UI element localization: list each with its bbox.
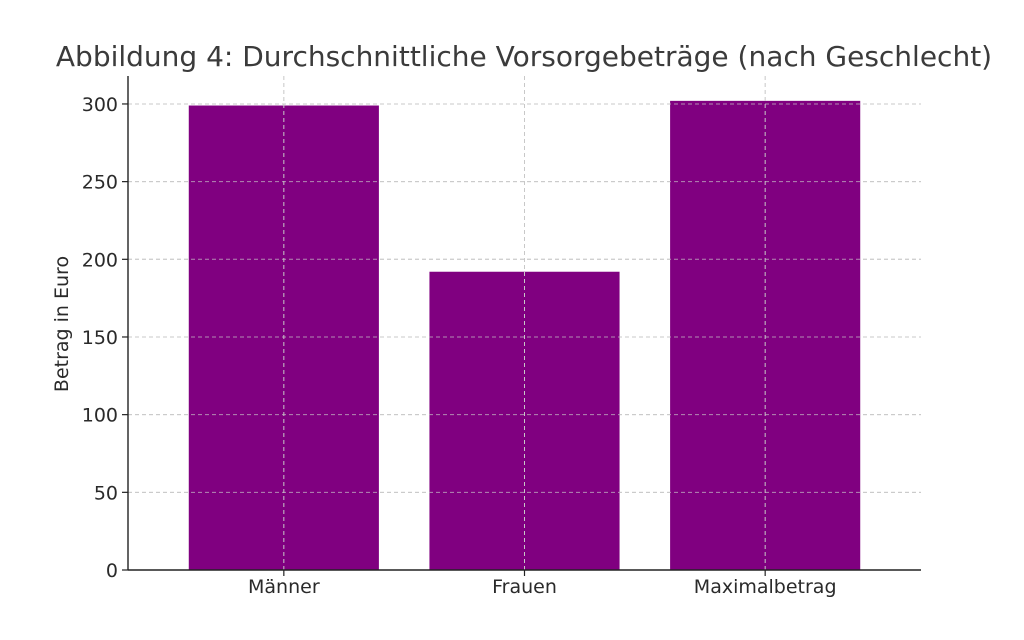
y-tick-label: 300 (82, 94, 118, 116)
y-tick-label: 200 (82, 249, 118, 271)
y-tick-label: 0 (106, 560, 118, 582)
vertical-grid (128, 76, 921, 570)
y-tick-label: 100 (82, 405, 118, 427)
y-tick-label: 50 (94, 482, 118, 504)
x-tick-label: Frauen (492, 576, 557, 598)
y-tick-label: 250 (82, 172, 118, 194)
x-tick-label: Männer (248, 576, 320, 598)
x-tick-label: Maximalbetrag (694, 576, 837, 598)
ticks: 0 50 100 150 200 250 300 Männer Frauen Maximalbet… (82, 94, 837, 598)
y-axis-label: Betrag in Euro (51, 256, 73, 392)
y-tick-label: 150 (82, 327, 118, 349)
chart-title: Abbildung 4: Durchschnittliche Vorsorgeb… (56, 40, 992, 73)
